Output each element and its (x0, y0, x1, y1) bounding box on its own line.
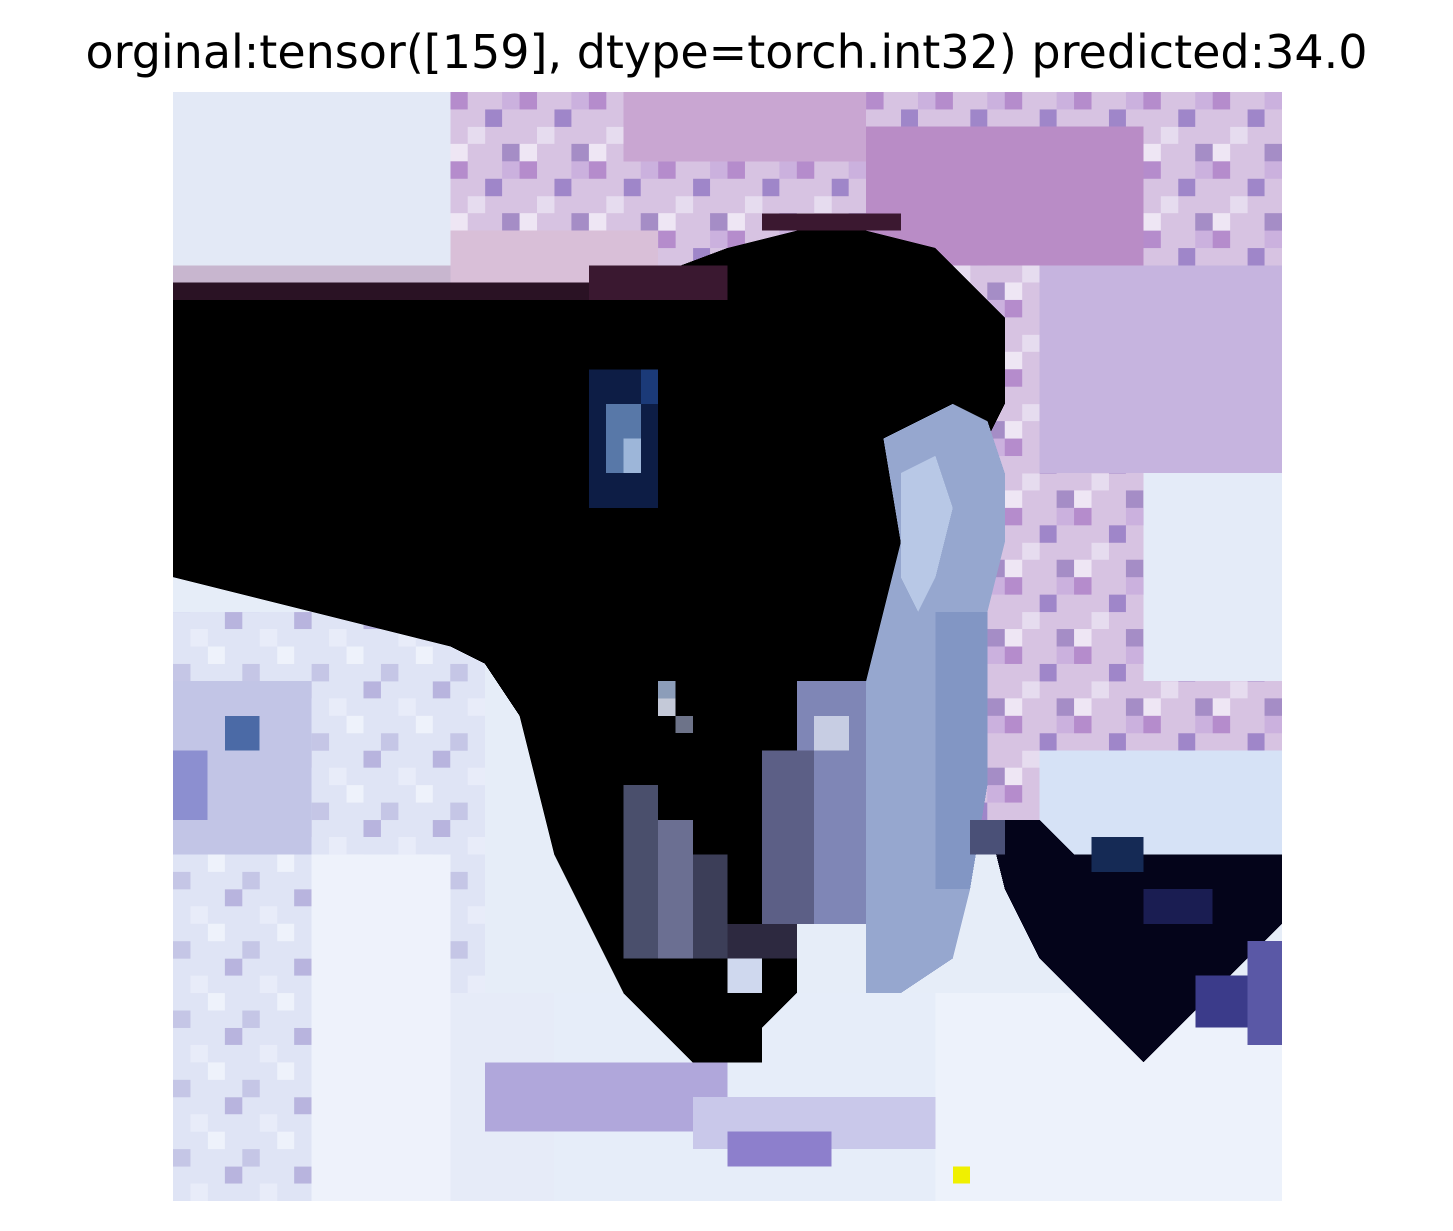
pixelated-photo-icon (173, 92, 1282, 1201)
yellow-marker (952, 1166, 971, 1184)
dark-subject-right (987, 819, 1282, 1063)
image-panel (173, 92, 1282, 1201)
figure-title: orginal:tensor([159], dtype=torch.int32)… (85, 25, 1368, 79)
